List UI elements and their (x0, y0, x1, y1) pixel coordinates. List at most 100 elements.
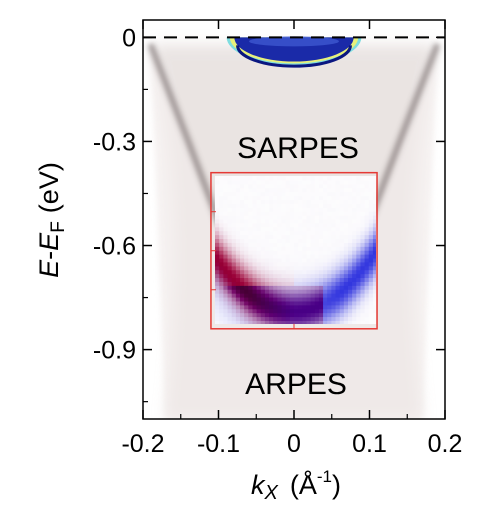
sarpes-pixel (372, 258, 376, 263)
sarpes-pixel (302, 176, 307, 181)
sarpes-pixel (314, 281, 320, 287)
sarpes-pixel (252, 313, 258, 318)
sarpes-pixel (347, 293, 353, 299)
sarpes-pixel (252, 278, 258, 283)
sarpes-pixel (289, 309, 295, 314)
sarpes-pixel (264, 176, 270, 178)
sarpes-pixel (339, 235, 345, 240)
sarpes-pixel (215, 293, 220, 299)
sarpes-pixel (339, 196, 345, 201)
sarpes-pixel (240, 227, 245, 232)
sarpes-pixel (343, 180, 349, 185)
sarpes-pixel (327, 293, 332, 299)
sarpes-pixel (372, 207, 376, 213)
sarpes-pixel (360, 274, 366, 279)
sarpes-pixel (244, 250, 249, 256)
sarpes-pixel (269, 180, 274, 185)
sarpes-pixel (339, 203, 345, 209)
sarpes-pixel (264, 313, 270, 318)
sarpes-pixel (347, 231, 353, 236)
sarpes-pixel (352, 309, 357, 314)
sarpes-pixel (215, 250, 220, 256)
sarpes-pixel (240, 313, 245, 318)
sarpes-pixel (285, 317, 291, 322)
sarpes-pixel (244, 320, 249, 324)
sarpes-pixel (360, 250, 366, 256)
sarpes-pixel (285, 242, 291, 248)
sarpes-pixel (244, 192, 249, 197)
sarpes-pixel (339, 313, 345, 318)
sarpes-pixel (256, 305, 262, 310)
x-tick-label: 0 (287, 430, 301, 458)
sarpes-pixel (231, 188, 237, 193)
sarpes-pixel (231, 309, 237, 314)
sarpes-pixel (360, 278, 366, 283)
sarpes-pixel (219, 297, 224, 302)
sarpes-pixel (318, 235, 324, 240)
sarpes-pixel (231, 289, 237, 295)
sarpes-pixel (306, 231, 312, 236)
sarpes-pixel (273, 309, 278, 314)
sarpes-pixel (335, 196, 341, 201)
sarpes-pixel (273, 219, 278, 224)
sarpes-pixel (269, 196, 274, 201)
sarpes-pixel (323, 320, 328, 324)
sarpes-pixel (281, 192, 287, 197)
sarpes-pixel (323, 219, 328, 224)
sarpes-pixel (294, 305, 299, 310)
sarpes-pixel (235, 176, 241, 178)
sarpes-pixel (302, 235, 307, 240)
sarpes-pixel (235, 301, 241, 306)
sarpes-pixel (298, 320, 303, 324)
sarpes-pixel (335, 313, 341, 318)
sarpes-pixel (327, 254, 332, 260)
sarpes-pixel (310, 215, 316, 220)
sarpes-pixel (331, 184, 337, 189)
sarpes-pixel (339, 242, 345, 248)
sarpes-pixel (256, 266, 262, 271)
sarpes-pixel (323, 176, 328, 181)
sarpes-pixel (327, 219, 332, 224)
sarpes-pixel (252, 285, 258, 291)
sarpes-pixel (352, 223, 357, 228)
sarpes-pixel (372, 192, 376, 197)
sarpes-pixel (260, 278, 266, 283)
sarpes-pixel (372, 274, 376, 279)
sarpes-pixel (356, 192, 361, 197)
sarpes-pixel (335, 293, 341, 299)
sarpes-pixel (360, 231, 366, 236)
sarpes-pixel (339, 309, 345, 314)
sarpes-pixel (360, 199, 366, 205)
sarpes-pixel (273, 250, 278, 256)
sarpes-pixel (240, 266, 245, 271)
sarpes-pixel (260, 215, 266, 220)
sarpes-pixel (235, 266, 241, 271)
sarpes-pixel (235, 246, 241, 252)
sarpes-pixel (277, 281, 283, 287)
sarpes-pixel (269, 231, 274, 236)
sarpes-pixel (248, 301, 253, 306)
sarpes-pixel (327, 235, 332, 240)
sarpes-pixel (215, 270, 220, 275)
sarpes-pixel (306, 223, 312, 228)
sarpes-pixel (281, 301, 287, 306)
sarpes-pixel (223, 180, 229, 185)
sarpes-pixel (327, 180, 332, 185)
sarpes-pixel (281, 239, 287, 244)
sarpes-pixel (240, 293, 245, 299)
sarpes-pixel (310, 192, 316, 197)
sarpes-pixel (314, 285, 320, 291)
sarpes-pixel (248, 199, 253, 205)
sarpes-pixel (331, 180, 337, 185)
sarpes-pixel (331, 297, 337, 302)
sarpes-pixel (335, 242, 341, 248)
sarpes-pixel (314, 242, 320, 248)
sarpes-pixel (339, 211, 345, 217)
sarpes-pixel (285, 313, 291, 318)
sarpes-pixel (314, 199, 320, 205)
sarpes-pixel (215, 258, 220, 263)
sarpes-pixel (223, 289, 229, 295)
sarpes-pixel (256, 196, 262, 201)
sarpes-pixel (289, 320, 295, 324)
sarpes-pixel (331, 293, 337, 299)
